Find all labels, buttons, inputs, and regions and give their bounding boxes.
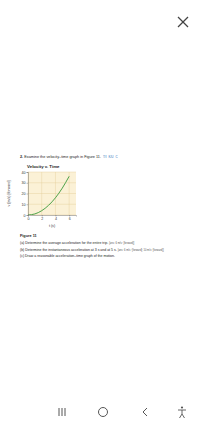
- tick: 20: [22, 192, 29, 196]
- close-icon[interactable]: [178, 17, 188, 27]
- figure-caption: Figure 11: [20, 234, 37, 238]
- question-text: Examine the velocity–time graph in Figur…: [24, 155, 101, 159]
- velocity-curve: [28, 176, 69, 215]
- y-axis: 0 10 20 30 40: [22, 171, 29, 218]
- accessibility-icon[interactable]: [181, 406, 183, 408]
- home-button[interactable]: [99, 408, 108, 417]
- accessibility-button[interactable]: [178, 406, 186, 418]
- tick-label: 10: [22, 203, 26, 207]
- question: 2. Examine the velocity–time graph in Fi…: [20, 155, 101, 159]
- close-icon[interactable]: [178, 17, 188, 27]
- tick: 4: [55, 215, 57, 221]
- question-part: (a) Determine the average acceleration f…: [20, 241, 135, 245]
- tick-label: 20: [22, 192, 26, 196]
- tick: 2: [41, 215, 43, 221]
- grid-line: [55, 172, 56, 215]
- nav-bar: [59, 406, 186, 418]
- part-text: Determine the average acceleration for t…: [25, 241, 108, 245]
- tick-label: 40: [22, 171, 26, 175]
- close-button[interactable]: [178, 17, 188, 27]
- part-label: (a): [20, 241, 24, 245]
- y-axis-title: v (m/s) [forward]: [7, 181, 11, 207]
- plot-area: [28, 176, 69, 215]
- grid-line: [28, 182, 76, 183]
- part-label: (c): [20, 254, 24, 258]
- recents-button[interactable]: [59, 408, 65, 416]
- recents-icon[interactable]: [65, 408, 66, 416]
- tick-mark: [27, 183, 29, 184]
- tick-label: 2: [41, 217, 43, 221]
- grid-line: [69, 172, 70, 215]
- tick: 0: [28, 215, 30, 221]
- plot-background: [28, 172, 76, 215]
- tick: 30: [22, 181, 29, 185]
- grid-line: [28, 172, 76, 173]
- grid-line: [28, 172, 29, 215]
- x-axis-title: t (s): [49, 224, 55, 228]
- screen: 2. Examine the velocity–time graph in Fi…: [0, 0, 200, 433]
- part-text: Draw a reasonable acceleration–time grap…: [25, 254, 115, 258]
- tick: 6: [69, 215, 71, 221]
- tick-label: 0: [28, 217, 30, 221]
- accessibility-icon[interactable]: [178, 410, 186, 418]
- recents-icon[interactable]: [59, 408, 60, 416]
- tick-mark: [27, 194, 29, 195]
- grid: [28, 172, 76, 215]
- skill-tag: K/U: [108, 155, 113, 159]
- grid-line: [28, 204, 76, 205]
- tick-label: 6: [69, 217, 71, 221]
- tick-label: 0: [24, 214, 26, 218]
- skill-tag: C: [116, 155, 119, 159]
- x-axis: 0 2 4 6: [28, 215, 77, 221]
- question-part: (b) Determine the instantaneous accelera…: [20, 248, 164, 252]
- part-label: (b): [20, 248, 24, 252]
- part-answer: [ans: 6 m/s² [forward]]: [109, 241, 134, 245]
- tick-mark: [27, 215, 29, 216]
- part-answer: [ans: 6 m/s² [forward]; 10 m/s² [forward…: [118, 248, 164, 252]
- part-text: Determine the instantaneous acceleration…: [25, 248, 116, 252]
- skill-tag: T/I: [103, 155, 107, 159]
- tick-mark: [27, 204, 29, 205]
- back-button[interactable]: [143, 408, 147, 416]
- tick-mark: [27, 172, 29, 173]
- chart-title: Velocity v. Time: [27, 164, 60, 169]
- tick-label: 4: [55, 217, 57, 221]
- tick-label: 30: [22, 181, 26, 185]
- grid-line: [28, 193, 76, 194]
- recents-icon[interactable]: [62, 408, 63, 416]
- grid-line: [28, 215, 76, 216]
- tick: 40: [22, 171, 29, 175]
- question-part: (c) Draw a reasonable acceleration–time …: [20, 254, 115, 258]
- tick: 10: [22, 203, 29, 207]
- grid-line: [41, 172, 42, 215]
- axis-line: [27, 173, 29, 216]
